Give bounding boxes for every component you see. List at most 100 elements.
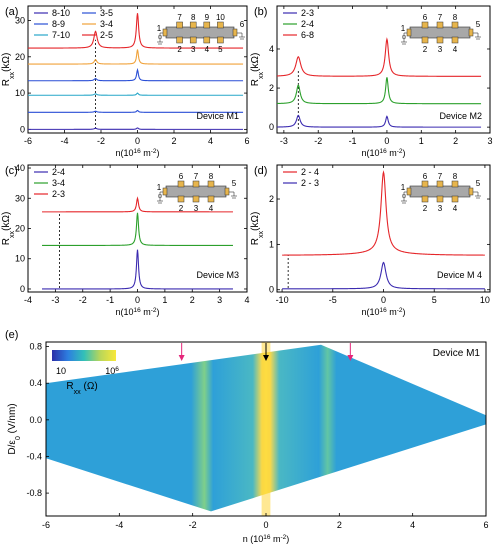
legend-label: 2-5	[100, 30, 113, 40]
x-tick-label: 10	[480, 295, 490, 305]
contact-top	[176, 21, 183, 29]
contact-label-bottom: 2	[423, 45, 428, 54]
contact-bottom	[421, 195, 429, 203]
series-line-6-8	[276, 37, 482, 77]
device-label: Device M3	[196, 270, 239, 280]
x-tick-label: 0	[135, 136, 140, 146]
panel-label: (e)	[5, 329, 18, 341]
x-axis-label: n(1016 m-2)	[362, 307, 406, 318]
x-tick-label: 3	[217, 295, 222, 305]
arrow-head-icon	[178, 355, 185, 361]
y-tick-label: 4	[269, 44, 274, 54]
y-axis-label: Rxx(kΩ)	[1, 53, 16, 87]
panel-b: -3 -2 -1 0 1 2 3 0 2 4 2-32-46-8 Device M2 (b) Rxx(kΩ…	[250, 5, 493, 158]
hall-bar	[409, 26, 471, 39]
series-line-8-10	[28, 127, 244, 130]
contact-bottom	[176, 36, 183, 44]
contact-bottom	[192, 195, 200, 203]
contact-label-bottom: 3	[438, 204, 443, 213]
x-tick-label: -2	[79, 295, 87, 305]
x-axis-label: n (1016 m-2)	[243, 534, 289, 545]
device-schematic: 6 7 8 2 3 4 1 5	[401, 172, 481, 213]
legend-label: 3-4	[52, 178, 65, 188]
y-tick-label: 2	[269, 83, 274, 93]
x-tick-label: 0	[135, 295, 140, 305]
legend: 8-108-97-10 3-53-42-5	[34, 8, 113, 40]
contact-label-right: 5	[476, 20, 481, 29]
x-tick-label: -3	[280, 136, 288, 146]
contact-bottom	[436, 195, 444, 203]
panel-a: -6 -4 -2 0 2 4 6 0 10 20 30 8-108-97-10 3-53-42-5 Dev…	[1, 5, 250, 158]
x-tick-label: 6	[483, 520, 488, 530]
y-axis-label: Rxx(kΩ)	[1, 212, 16, 246]
arrow-head-icon	[263, 355, 269, 361]
device-label: Device M1	[196, 111, 239, 121]
panel-d: -10 -5 0 5 10 0 1 2 2 - 42 - 3 Device M 4 (d) Rxx(k…	[250, 164, 491, 318]
contact-bottom	[421, 36, 429, 44]
device-label: Device M2	[439, 111, 482, 121]
contact-top	[177, 180, 185, 188]
contact-bottom	[451, 36, 459, 44]
y-tick-label: 0.0	[29, 415, 42, 425]
x-tick-label: 6	[244, 136, 249, 146]
contact-right	[224, 187, 230, 196]
contact-top	[421, 180, 429, 188]
x-tick-label: 0	[384, 136, 389, 146]
colorbar-min-label: 10	[56, 366, 66, 376]
panel-label: (b)	[254, 6, 267, 18]
y-tick-label: -0.4	[26, 451, 42, 461]
y-tick-label: 0.8	[29, 342, 42, 352]
y-axis-label: Rxx(kΩ)	[250, 212, 265, 246]
x-tick-label: 3	[487, 136, 492, 146]
panel-label: (c)	[5, 165, 18, 177]
contact-top	[436, 21, 444, 29]
contact-label-top: 8	[453, 13, 458, 22]
hall-bar	[409, 185, 471, 198]
x-tick-label: 4	[244, 295, 249, 305]
x-tick-label: 2	[453, 136, 458, 146]
source-icon	[157, 34, 163, 40]
series-line-8-9	[28, 109, 244, 113]
colorbar-max-label: 106	[105, 366, 119, 377]
legend-label: 2 - 4	[301, 167, 319, 177]
y-tick-label: -0.8	[26, 488, 42, 498]
contact-label-top: 7	[438, 172, 443, 181]
contact-top	[421, 21, 429, 29]
contact-label-top: 8	[453, 172, 458, 181]
contact-label-top: 8	[191, 13, 196, 22]
contact-left	[406, 28, 412, 37]
x-tick-label: 1	[162, 295, 167, 305]
contact-label-top: 6	[423, 172, 428, 181]
x-tick-label: 2	[190, 295, 195, 305]
y-axis-label: Rxx(kΩ)	[250, 53, 265, 87]
legend-label: 3-4	[100, 19, 113, 29]
legend-label: 2-3	[301, 8, 314, 18]
x-tick-label: -6	[24, 136, 32, 146]
contact-left	[406, 187, 412, 196]
series-line-3-4	[28, 49, 244, 65]
legend-label: 7-10	[52, 30, 70, 40]
contact-label-bottom: 4	[453, 45, 458, 54]
legend: 2 - 42 - 3	[283, 167, 319, 188]
series-line-2-3	[277, 114, 482, 128]
cnp-stripe	[261, 342, 271, 516]
x-tick-label: -4	[24, 295, 32, 305]
y-tick-label: 20	[15, 224, 25, 234]
y-axis-label: D/ε0 (V/nm)	[7, 403, 22, 454]
contact-bottom	[217, 36, 224, 44]
contact-label-bottom: 3	[194, 204, 199, 213]
x-tick-label: 4	[410, 520, 415, 530]
x-tick-label: -4	[115, 520, 123, 530]
y-tick-label: 30	[15, 193, 25, 203]
contact-label-top: 9	[205, 13, 210, 22]
contact-top	[451, 21, 459, 29]
device-label: Device M1	[433, 348, 481, 359]
legend-label: 2-4	[52, 167, 65, 177]
contact-label-top: 7	[177, 13, 182, 22]
series-line-2-4	[42, 249, 233, 290]
plot-frame	[276, 5, 491, 134]
panel-e: -6 -4 -2 0 2 4 6 0.8 0.4 0.0 -0.4 -0.8 10 106 Rxx (Ω) D…	[5, 329, 489, 544]
contact-label-bottom: 3	[438, 45, 443, 54]
contact-label-right: 5	[232, 179, 237, 188]
x-tick-label: -2	[97, 136, 105, 146]
